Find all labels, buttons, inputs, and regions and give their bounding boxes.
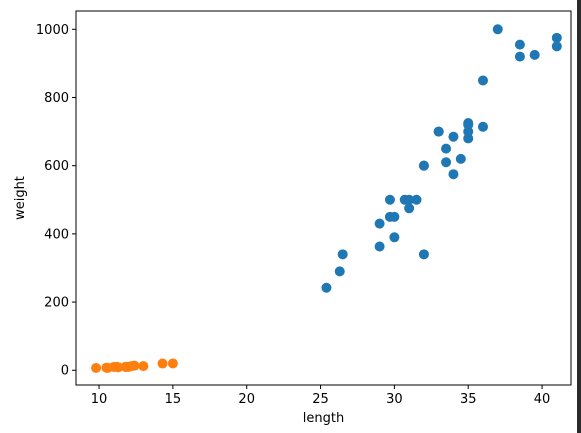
x-axis-label: length [303, 411, 344, 426]
data-point-orange [91, 362, 102, 373]
x-tick-label: 10 [91, 392, 108, 407]
data-point-orange [129, 360, 140, 371]
x-tick-label: 15 [165, 392, 182, 407]
data-point-blue [389, 232, 400, 243]
data-point-blue [477, 121, 488, 132]
data-point-blue [448, 131, 459, 142]
data-point-blue [337, 249, 348, 260]
data-point-blue [321, 282, 332, 293]
x-tick-label: 40 [534, 392, 551, 407]
data-point-blue [529, 49, 540, 60]
data-point-blue [404, 203, 415, 214]
y-tick-label: 800 [44, 91, 69, 106]
data-point-blue [448, 169, 459, 180]
y-tick-label: 1000 [36, 23, 69, 38]
data-point-blue [404, 194, 415, 205]
data-point-orange [157, 358, 168, 369]
data-point-blue [455, 153, 466, 164]
data-point-blue [374, 218, 385, 229]
axes-frame [75, 10, 572, 386]
y-axis-label: weight [13, 176, 28, 220]
data-point-blue [441, 143, 452, 154]
data-point-blue [389, 211, 400, 222]
y-tick-label: 200 [44, 296, 69, 311]
data-point-blue [374, 241, 385, 252]
x-tick-label: 20 [238, 392, 255, 407]
y-tick-label: 600 [44, 159, 69, 174]
data-point-blue [463, 119, 474, 130]
data-point-blue [433, 126, 444, 137]
points-layer [91, 24, 562, 373]
data-point-blue [334, 266, 345, 277]
x-tick-label: 30 [386, 392, 403, 407]
data-point-blue [492, 24, 503, 35]
data-point-blue [384, 194, 395, 205]
data-point-blue [477, 75, 488, 86]
x-tick-label: 25 [312, 392, 329, 407]
data-point-blue [441, 157, 452, 168]
data-point-blue [418, 249, 429, 260]
data-point-blue [514, 39, 525, 50]
data-point-orange [167, 358, 178, 369]
y-tick-label: 0 [61, 364, 69, 379]
data-point-orange [113, 362, 124, 373]
x-tick-label: 35 [460, 392, 477, 407]
data-point-orange [138, 361, 149, 372]
data-point-blue [514, 51, 525, 62]
data-point-blue [418, 160, 429, 171]
data-point-blue [551, 41, 562, 52]
y-tick-label: 400 [44, 227, 69, 242]
data-point-blue [411, 194, 422, 205]
window-frame-edge [577, 0, 581, 433]
data-point-blue [551, 32, 562, 43]
